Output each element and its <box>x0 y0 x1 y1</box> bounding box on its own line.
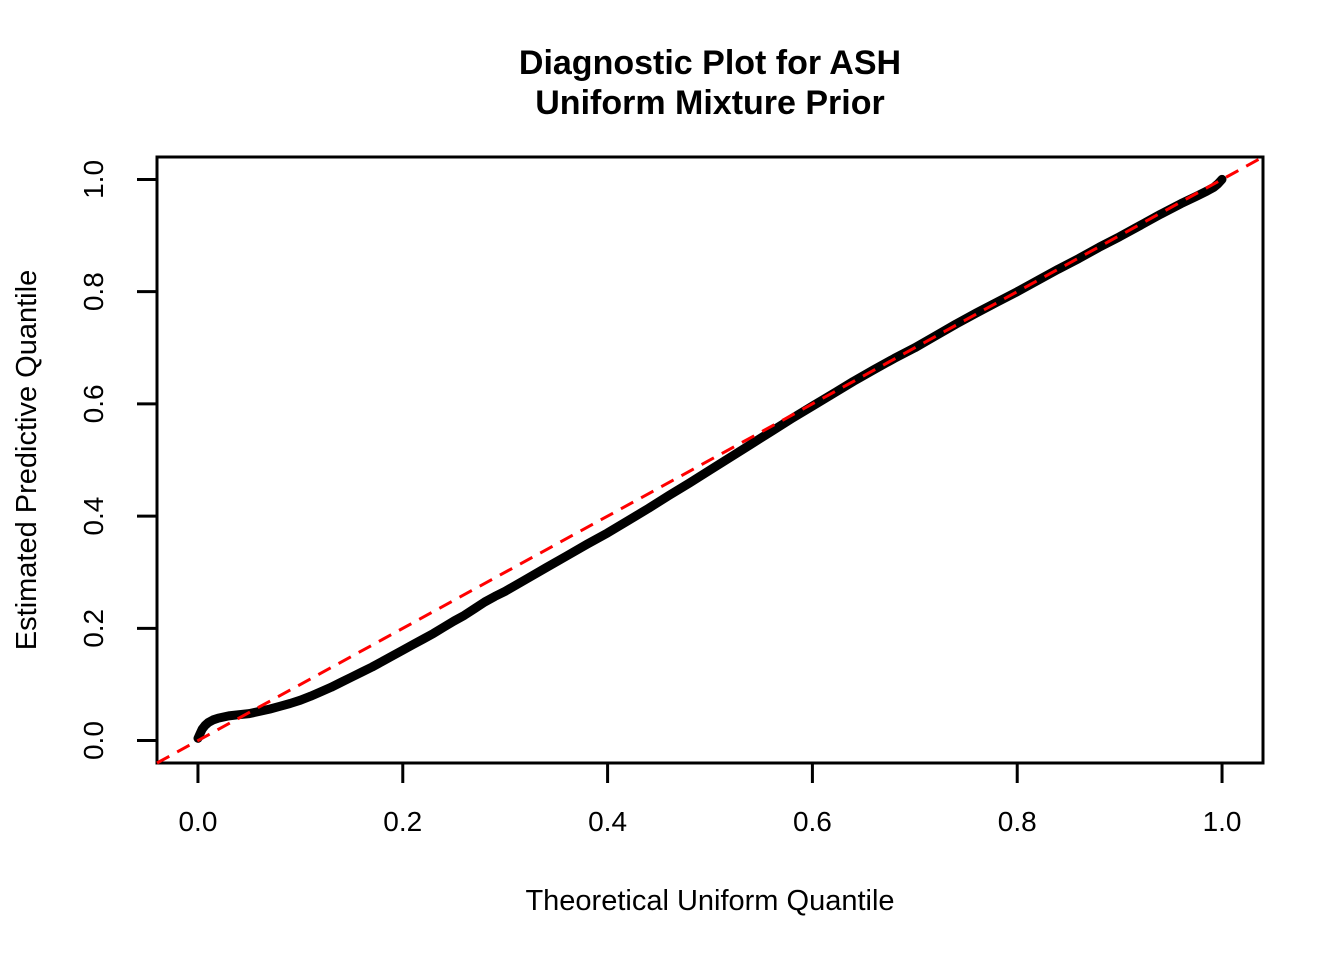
x-tick-label: 0.4 <box>588 806 627 837</box>
plot-area: 0.0 0.2 0.4 0.6 0.8 1.0 0.0 0.2 0.4 0.6 0.8 1.0 <box>78 155 1265 837</box>
x-tick-label: 0.6 <box>793 806 832 837</box>
x-tick-label: 0.2 <box>383 806 422 837</box>
x-tick-label: 1.0 <box>1203 806 1242 837</box>
y-tick-label: 0.6 <box>78 384 109 423</box>
chart-title-line-2: Uniform Mixture Prior <box>535 84 884 122</box>
x-tick-label: 0.8 <box>998 806 1037 837</box>
y-tick-label: 0.8 <box>78 272 109 311</box>
qq-curve <box>193 174 1227 743</box>
chart-title-line-1: Diagnostic Plot for ASH <box>519 44 901 82</box>
x-axis-title: Theoretical Uniform Quantile <box>525 885 894 917</box>
y-tick-label: 1.0 <box>78 160 109 199</box>
plot-box <box>155 155 1265 765</box>
y-tick-label: 0.4 <box>78 497 109 536</box>
y-tick-label: 0.2 <box>78 609 109 648</box>
identity-reference-line <box>156 155 1264 765</box>
x-tick-label: 0.0 <box>178 806 217 837</box>
y-tick-label: 0.0 <box>78 721 109 760</box>
y-axis-title: Estimated Predictive Quantile <box>11 270 43 650</box>
